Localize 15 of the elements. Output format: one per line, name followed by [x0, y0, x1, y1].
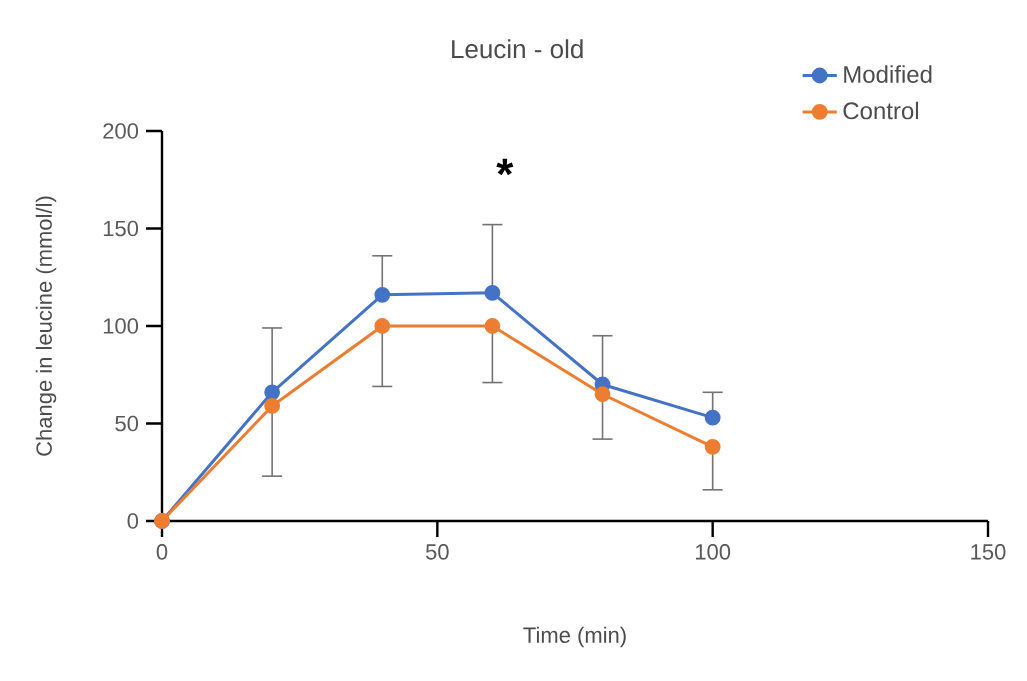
legend-label: Control: [843, 101, 919, 120]
chart-title: Leucin - old: [452, 39, 583, 59]
y-tick-label: 150: [103, 220, 139, 237]
x-tick-label: 50: [425, 544, 449, 560]
y-tick-label: 50: [115, 415, 139, 432]
y-tick-label: 100: [103, 318, 139, 334]
annotation: *: [496, 158, 514, 176]
x-tick-label: 150: [971, 544, 1006, 560]
x-axis-title: Time (min): [523, 626, 626, 648]
y-tick-label: 200: [103, 123, 139, 139]
y-tick-label: 0: [127, 513, 139, 529]
x-tick-label: 0: [156, 544, 168, 560]
y-axis-title: Change in leucine (mmol/l): [35, 196, 57, 456]
x-tick-label: 100: [695, 544, 731, 560]
legend-label: Modified: [844, 65, 932, 83]
